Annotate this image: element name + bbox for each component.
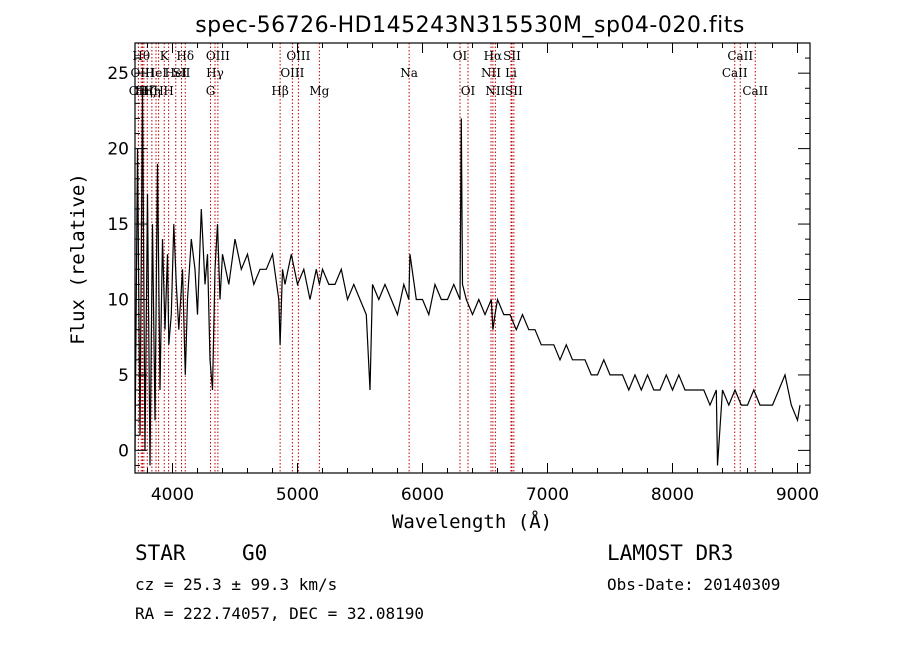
- line-marker-label-21: OI: [453, 49, 468, 63]
- line-marker-label-26: Li: [505, 66, 517, 80]
- line-marker-label-25: NII: [485, 84, 505, 98]
- line-marker-label-11: SII: [173, 66, 191, 80]
- line-marker-label-19: Mg: [309, 84, 329, 98]
- line-marker-label-0: OII: [129, 84, 149, 98]
- y-tick-label-5: 25: [107, 64, 129, 84]
- line-marker-label-7: H: [153, 84, 163, 98]
- line-marker-label-17: OIII: [280, 66, 304, 80]
- line-marker-label-31: CaII: [742, 84, 768, 98]
- y-axis-label: Flux (relative): [67, 173, 89, 345]
- x-tick-label-1: 5000: [276, 485, 319, 505]
- line-marker-label-12: Hδ: [176, 49, 194, 63]
- plot-frame: [134, 42, 811, 474]
- line-marker-label-29: CaII: [722, 66, 748, 80]
- coordinates: RA = 222.74057, DEC = 32.08190: [135, 604, 424, 623]
- x-axis-ticks: 4000 5000 6000 7000 8000 9000: [147, 43, 819, 505]
- x-tick-label-0: 4000: [151, 485, 194, 505]
- line-marker-label-22: OI: [461, 84, 476, 98]
- line-markers: [137, 43, 756, 473]
- line-marker-label-8: K: [160, 49, 170, 63]
- line-marker-label-16: Hβ: [271, 84, 288, 98]
- line-marker-label-27: SII: [503, 49, 521, 63]
- line-marker-label-9: H: [163, 84, 173, 98]
- x-axis-label: Wavelength (Å): [392, 510, 552, 533]
- line-marker-label-23: NII: [481, 66, 501, 80]
- subclass: G0: [242, 541, 267, 565]
- y-tick-label-1: 5: [118, 366, 129, 386]
- cz-value: cz = 25.3 ± 99.3 km/s: [135, 575, 337, 594]
- spectrum-line: [134, 88, 801, 466]
- x-tick-label-3: 7000: [526, 485, 569, 505]
- line-marker-label-1: Hθ: [132, 49, 150, 63]
- line-marker-label-10: HeI: [165, 66, 188, 80]
- y-tick-label-0: 0: [118, 441, 129, 461]
- line-marker-label-6: HeI: [145, 66, 168, 80]
- line-marker-label-20: Na: [400, 66, 418, 80]
- y-tick-label-3: 15: [107, 215, 129, 235]
- line-marker-label-15: OIII: [206, 49, 230, 63]
- chart-title: spec-56726-HD145243N315530M_sp04-020.fit…: [195, 13, 745, 38]
- object-class: STAR: [135, 541, 186, 565]
- line-marker-label-14: Hγ: [206, 66, 224, 80]
- line-marker-label-13: G: [206, 84, 216, 98]
- y-axis-ticks: 0 5 10 15 20 25: [107, 57, 810, 466]
- y-tick-label-4: 20: [107, 140, 129, 160]
- line-marker-label-3: Hη: [135, 84, 153, 98]
- x-tick-label-2: 6000: [401, 485, 444, 505]
- obs-date: Obs-Date: 20140309: [607, 575, 780, 594]
- survey-name: LAMOST DR3: [607, 541, 733, 565]
- line-marker-label-18: OIII: [286, 49, 310, 63]
- line-marker-label-24: Hα: [484, 49, 503, 63]
- x-tick-label-5: 9000: [776, 485, 819, 505]
- line-marker-label-5: Hη: [143, 84, 161, 98]
- x-tick-label-4: 8000: [651, 485, 694, 505]
- line-marker-labels: OIIHθOIIIHηHζHηHeIHKHHeISIIHδGHγOIIIHβOI…: [129, 49, 769, 98]
- y-tick-label-2: 10: [107, 290, 129, 310]
- line-marker-label-30: CaII: [727, 49, 753, 63]
- line-marker-label-28: SII: [505, 84, 523, 98]
